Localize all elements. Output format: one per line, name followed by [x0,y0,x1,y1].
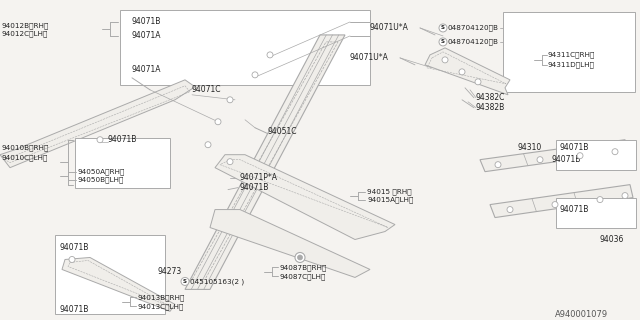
Circle shape [577,153,583,159]
Circle shape [442,57,448,63]
Circle shape [69,256,75,262]
Text: 94010B〈RH〉: 94010B〈RH〉 [2,144,49,151]
Text: 048704120〈B: 048704120〈B [448,25,499,31]
Text: 94051C: 94051C [268,127,298,136]
Text: 94012B〈RH〉: 94012B〈RH〉 [2,23,49,29]
Circle shape [597,196,603,203]
Text: 94311C〈RH〉: 94311C〈RH〉 [548,52,595,58]
Text: 94050A〈RH〉: 94050A〈RH〉 [78,168,125,175]
Text: 94071B: 94071B [552,155,581,164]
Circle shape [215,119,221,125]
Circle shape [612,149,618,155]
Text: 94087B〈RH〉: 94087B〈RH〉 [280,264,328,271]
Text: 94010C〈LH〉: 94010C〈LH〉 [2,154,49,161]
Circle shape [622,193,628,199]
Bar [556,197,636,228]
Text: 94071B: 94071B [108,135,138,144]
Text: 048704120〈B: 048704120〈B [448,39,499,45]
Polygon shape [62,258,175,311]
Circle shape [495,162,501,168]
Text: 94071U*A: 94071U*A [350,53,389,62]
Bar [75,138,170,188]
Circle shape [459,69,465,75]
Text: 94310: 94310 [518,143,542,152]
Text: 94071U*A: 94071U*A [370,23,409,32]
Text: A940001079: A940001079 [555,310,608,319]
Circle shape [507,207,513,212]
Text: S: S [441,26,445,30]
Circle shape [181,277,189,285]
Polygon shape [490,185,633,218]
Polygon shape [480,140,628,172]
Bar [503,12,635,92]
Text: 94071B: 94071B [60,243,90,252]
Text: 94273: 94273 [158,267,182,276]
Circle shape [227,97,233,103]
Text: 94012C〈LH〉: 94012C〈LH〉 [2,31,49,37]
Circle shape [439,24,447,32]
Polygon shape [210,210,370,277]
Text: 94071B: 94071B [60,305,90,314]
Circle shape [439,38,447,46]
Text: S: S [183,279,187,284]
Text: 045105163(2 ): 045105163(2 ) [190,278,244,285]
Circle shape [475,79,481,85]
Text: 94382C: 94382C [476,93,506,102]
Circle shape [537,157,543,163]
Circle shape [298,255,303,260]
Text: 94015 〈RH〉: 94015 〈RH〉 [367,188,412,195]
Polygon shape [0,80,195,168]
Bar [120,10,370,85]
Text: 94071B: 94071B [560,143,589,152]
Text: 94015A〈LH〉: 94015A〈LH〉 [367,196,413,203]
Circle shape [295,252,305,262]
Text: 94071B: 94071B [560,205,589,214]
Text: 94382B: 94382B [476,103,505,112]
Polygon shape [425,48,510,95]
Circle shape [267,52,273,58]
Text: 94071A: 94071A [132,31,161,40]
Bar [55,235,165,314]
Text: 94071B: 94071B [132,18,161,27]
Text: 94013C〈LH〉: 94013C〈LH〉 [138,303,184,310]
Circle shape [552,202,558,208]
Text: 94071A: 94071A [132,65,161,74]
Text: 94050B〈LH〉: 94050B〈LH〉 [78,176,124,183]
Text: 94087C〈LH〉: 94087C〈LH〉 [280,273,326,280]
Text: S: S [441,39,445,44]
Circle shape [97,137,103,143]
Bar [556,140,636,170]
Text: 94036: 94036 [600,235,625,244]
Circle shape [227,159,233,165]
Text: 94071B: 94071B [240,183,269,192]
Text: 94013B〈RH〉: 94013B〈RH〉 [138,294,186,301]
Polygon shape [185,35,345,289]
Circle shape [205,142,211,148]
Text: 94311D〈LH〉: 94311D〈LH〉 [548,61,595,68]
Polygon shape [215,155,395,239]
Text: 94071C: 94071C [192,85,221,94]
Text: 94071P*A: 94071P*A [240,173,278,182]
Circle shape [252,72,258,78]
